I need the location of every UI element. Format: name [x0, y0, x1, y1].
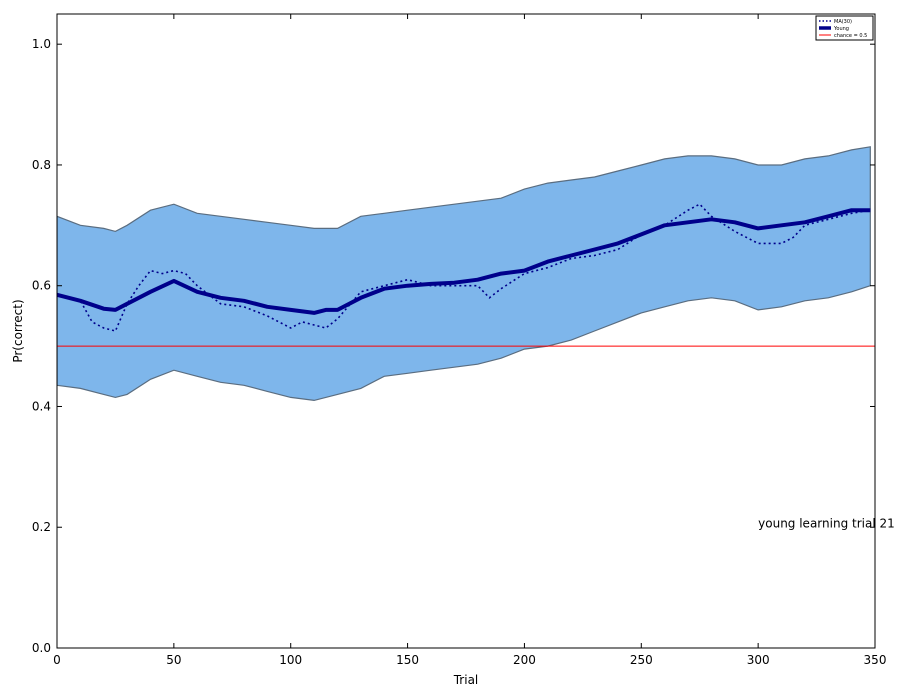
legend-label: chance = 0.5 [834, 33, 867, 39]
x-tick-label: 150 [396, 653, 419, 667]
legend-label: MA(30) [834, 19, 852, 25]
x-tick-label: 250 [630, 653, 653, 667]
plot-frame [56, 13, 876, 649]
y-tick-label: 0.6 [32, 279, 51, 293]
x-tick-label: 50 [166, 653, 181, 667]
y-tick-label: 0.2 [32, 520, 51, 534]
y-tick-label: 0.0 [32, 641, 51, 655]
x-tick-label: 300 [747, 653, 770, 667]
y-tick-label: 0.4 [32, 399, 51, 413]
x-tick-label: 100 [279, 653, 302, 667]
y-tick-label: 0.8 [32, 158, 51, 172]
annotation-text: young learning trial 21 [758, 517, 895, 531]
legend-label: Young [833, 26, 849, 32]
y-tick-label: 1.0 [32, 37, 51, 51]
y-axis-label: Pr(correct) [11, 299, 25, 362]
axis-ticks: 0 50 100 150 200 250 300 350 0.0 0.2 0.4 0.6 0.8 1.0 [32, 14, 887, 667]
x-tick-label: 0 [53, 653, 61, 667]
x-tick-label: 350 [864, 653, 887, 667]
x-axis-label: Trial [453, 673, 479, 687]
series-line-young [57, 208, 871, 315]
x-tick-label: 200 [513, 653, 536, 667]
